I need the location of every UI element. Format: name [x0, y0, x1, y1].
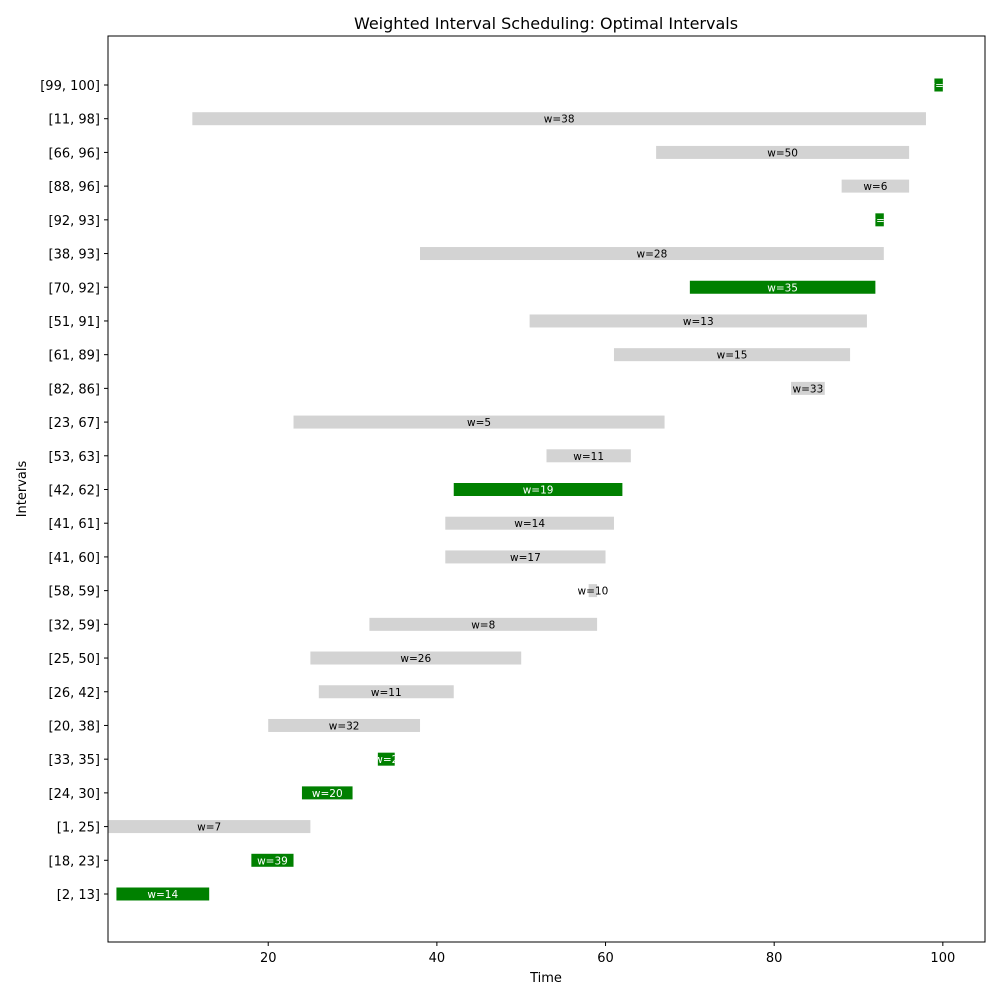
bar-weight-label: w=11: [371, 687, 402, 699]
y-axis-title: Intervals: [15, 460, 30, 517]
chart-title: Weighted Interval Scheduling: Optimal In…: [354, 14, 738, 33]
interval-bar: [108, 820, 311, 834]
bar-weight-label: w=14: [514, 518, 545, 530]
bar-weight-label: w=26: [400, 653, 431, 665]
bar-weight-label: w=20: [312, 788, 343, 800]
y-tick-label: [51, 91]: [49, 315, 101, 330]
plot-area: w=14 w=39 w=7 w=20 w=2 w=32 w=11 w=26 w=8 w=10 w=1…: [107, 35, 986, 943]
interval-bar: [251, 853, 294, 867]
interval-bar: [689, 280, 876, 294]
bar-weight-label: w=2: [374, 754, 398, 766]
y-axis: [2, 13] [18, 23] [1, 25] [24, 30] [33, 35] [2…: [40, 79, 108, 903]
bar-weight-label: w=15: [717, 350, 748, 362]
interval-bar: [192, 112, 926, 126]
x-tick-label: 40: [429, 951, 446, 966]
interval-bar: [529, 314, 867, 328]
bar-weight-label: w=28: [637, 249, 668, 261]
bar-weight-label: w=7: [197, 822, 221, 834]
bar-weight-label: w=50: [767, 147, 798, 159]
interval-bar: [546, 449, 631, 463]
interval-bar: [369, 617, 598, 631]
interval-bar: [875, 213, 884, 227]
bar-weight-label: w=38: [544, 114, 575, 126]
bar-weight-label: w=35: [767, 282, 798, 294]
y-tick-label: [20, 38]: [49, 719, 101, 734]
interval-bar: [293, 415, 665, 429]
bar-weight-label: w=6: [863, 181, 887, 193]
interval-bar: [445, 516, 614, 530]
y-tick-label: [58, 59]: [49, 585, 101, 600]
bar-weight-label: w=14: [147, 889, 178, 901]
y-tick-label: [2, 13]: [57, 888, 100, 903]
interval-bar: [934, 78, 943, 92]
interval-bar: [453, 483, 623, 496]
y-tick-label: [70, 92]: [49, 281, 101, 296]
interval-bar: [116, 887, 210, 901]
bar-weight-label: w=39: [257, 855, 288, 867]
y-tick-label: [25, 50]: [49, 652, 101, 667]
y-tick-label: [82, 86]: [49, 382, 101, 397]
bar-weight-label: w=33: [793, 383, 824, 395]
y-tick-label: [24, 30]: [49, 787, 101, 802]
y-tick-label: [42, 62]: [49, 484, 101, 499]
interval-bar: [420, 247, 884, 261]
y-tick-label: [1, 25]: [57, 821, 100, 836]
interval-bar: [588, 584, 598, 598]
bar-weight-label: w=10: [578, 586, 609, 598]
bar-weight-label: w=3: [927, 80, 951, 92]
interval-bar: [310, 651, 522, 665]
interval-bar: [318, 685, 454, 699]
x-axis-title: Time: [529, 971, 562, 986]
bar-weight-label: w=17: [510, 552, 541, 564]
x-tick-label: 60: [597, 951, 614, 966]
y-tick-label: [66, 96]: [49, 146, 101, 161]
interval-bar: [613, 348, 851, 362]
y-tick-label: [88, 96]: [49, 180, 101, 195]
bar-weight-label: w=5: [467, 417, 491, 429]
y-tick-label: [92, 93]: [49, 214, 101, 229]
bars-group: w=14 w=39 w=7 w=20 w=2 w=32 w=11 w=26 w=8 w=10 w=1…: [108, 78, 951, 901]
y-tick-label: [11, 98]: [49, 113, 101, 128]
interval-bar: [268, 718, 421, 732]
interval-bar: [656, 145, 910, 159]
interval-bar: [791, 381, 825, 395]
bar-weight-label: w=13: [683, 316, 714, 328]
bar-weight-label: w=11: [573, 451, 604, 463]
y-tick-label: [41, 61]: [49, 517, 101, 532]
interval-bar: [445, 550, 606, 564]
y-tick-label: [38, 93]: [49, 248, 101, 263]
x-tick-label: 100: [930, 951, 955, 966]
x-axis: 20 40 60 80 100: [260, 942, 955, 966]
y-tick-label: [23, 67]: [49, 416, 101, 431]
y-tick-label: [61, 89]: [49, 349, 101, 364]
x-tick-label: 80: [766, 951, 783, 966]
interval-bar: [377, 752, 395, 766]
interval-bar: [841, 179, 910, 193]
bar-weight-label: w=2: [868, 215, 892, 227]
x-tick-label: 20: [260, 951, 277, 966]
interval-bar: [301, 786, 353, 800]
bar-weight-label: w=32: [329, 720, 360, 732]
y-tick-label: [26, 42]: [49, 686, 101, 701]
y-tick-label: [32, 59]: [49, 618, 101, 633]
y-tick-label: [18, 23]: [49, 854, 101, 869]
y-tick-label: [41, 60]: [49, 551, 101, 566]
bar-weight-label: w=19: [523, 485, 554, 497]
bar-weight-label: w=8: [471, 619, 495, 631]
y-tick-label: [99, 100]: [40, 79, 100, 94]
y-tick-label: [53, 63]: [49, 450, 101, 465]
y-tick-label: [33, 35]: [49, 753, 101, 768]
